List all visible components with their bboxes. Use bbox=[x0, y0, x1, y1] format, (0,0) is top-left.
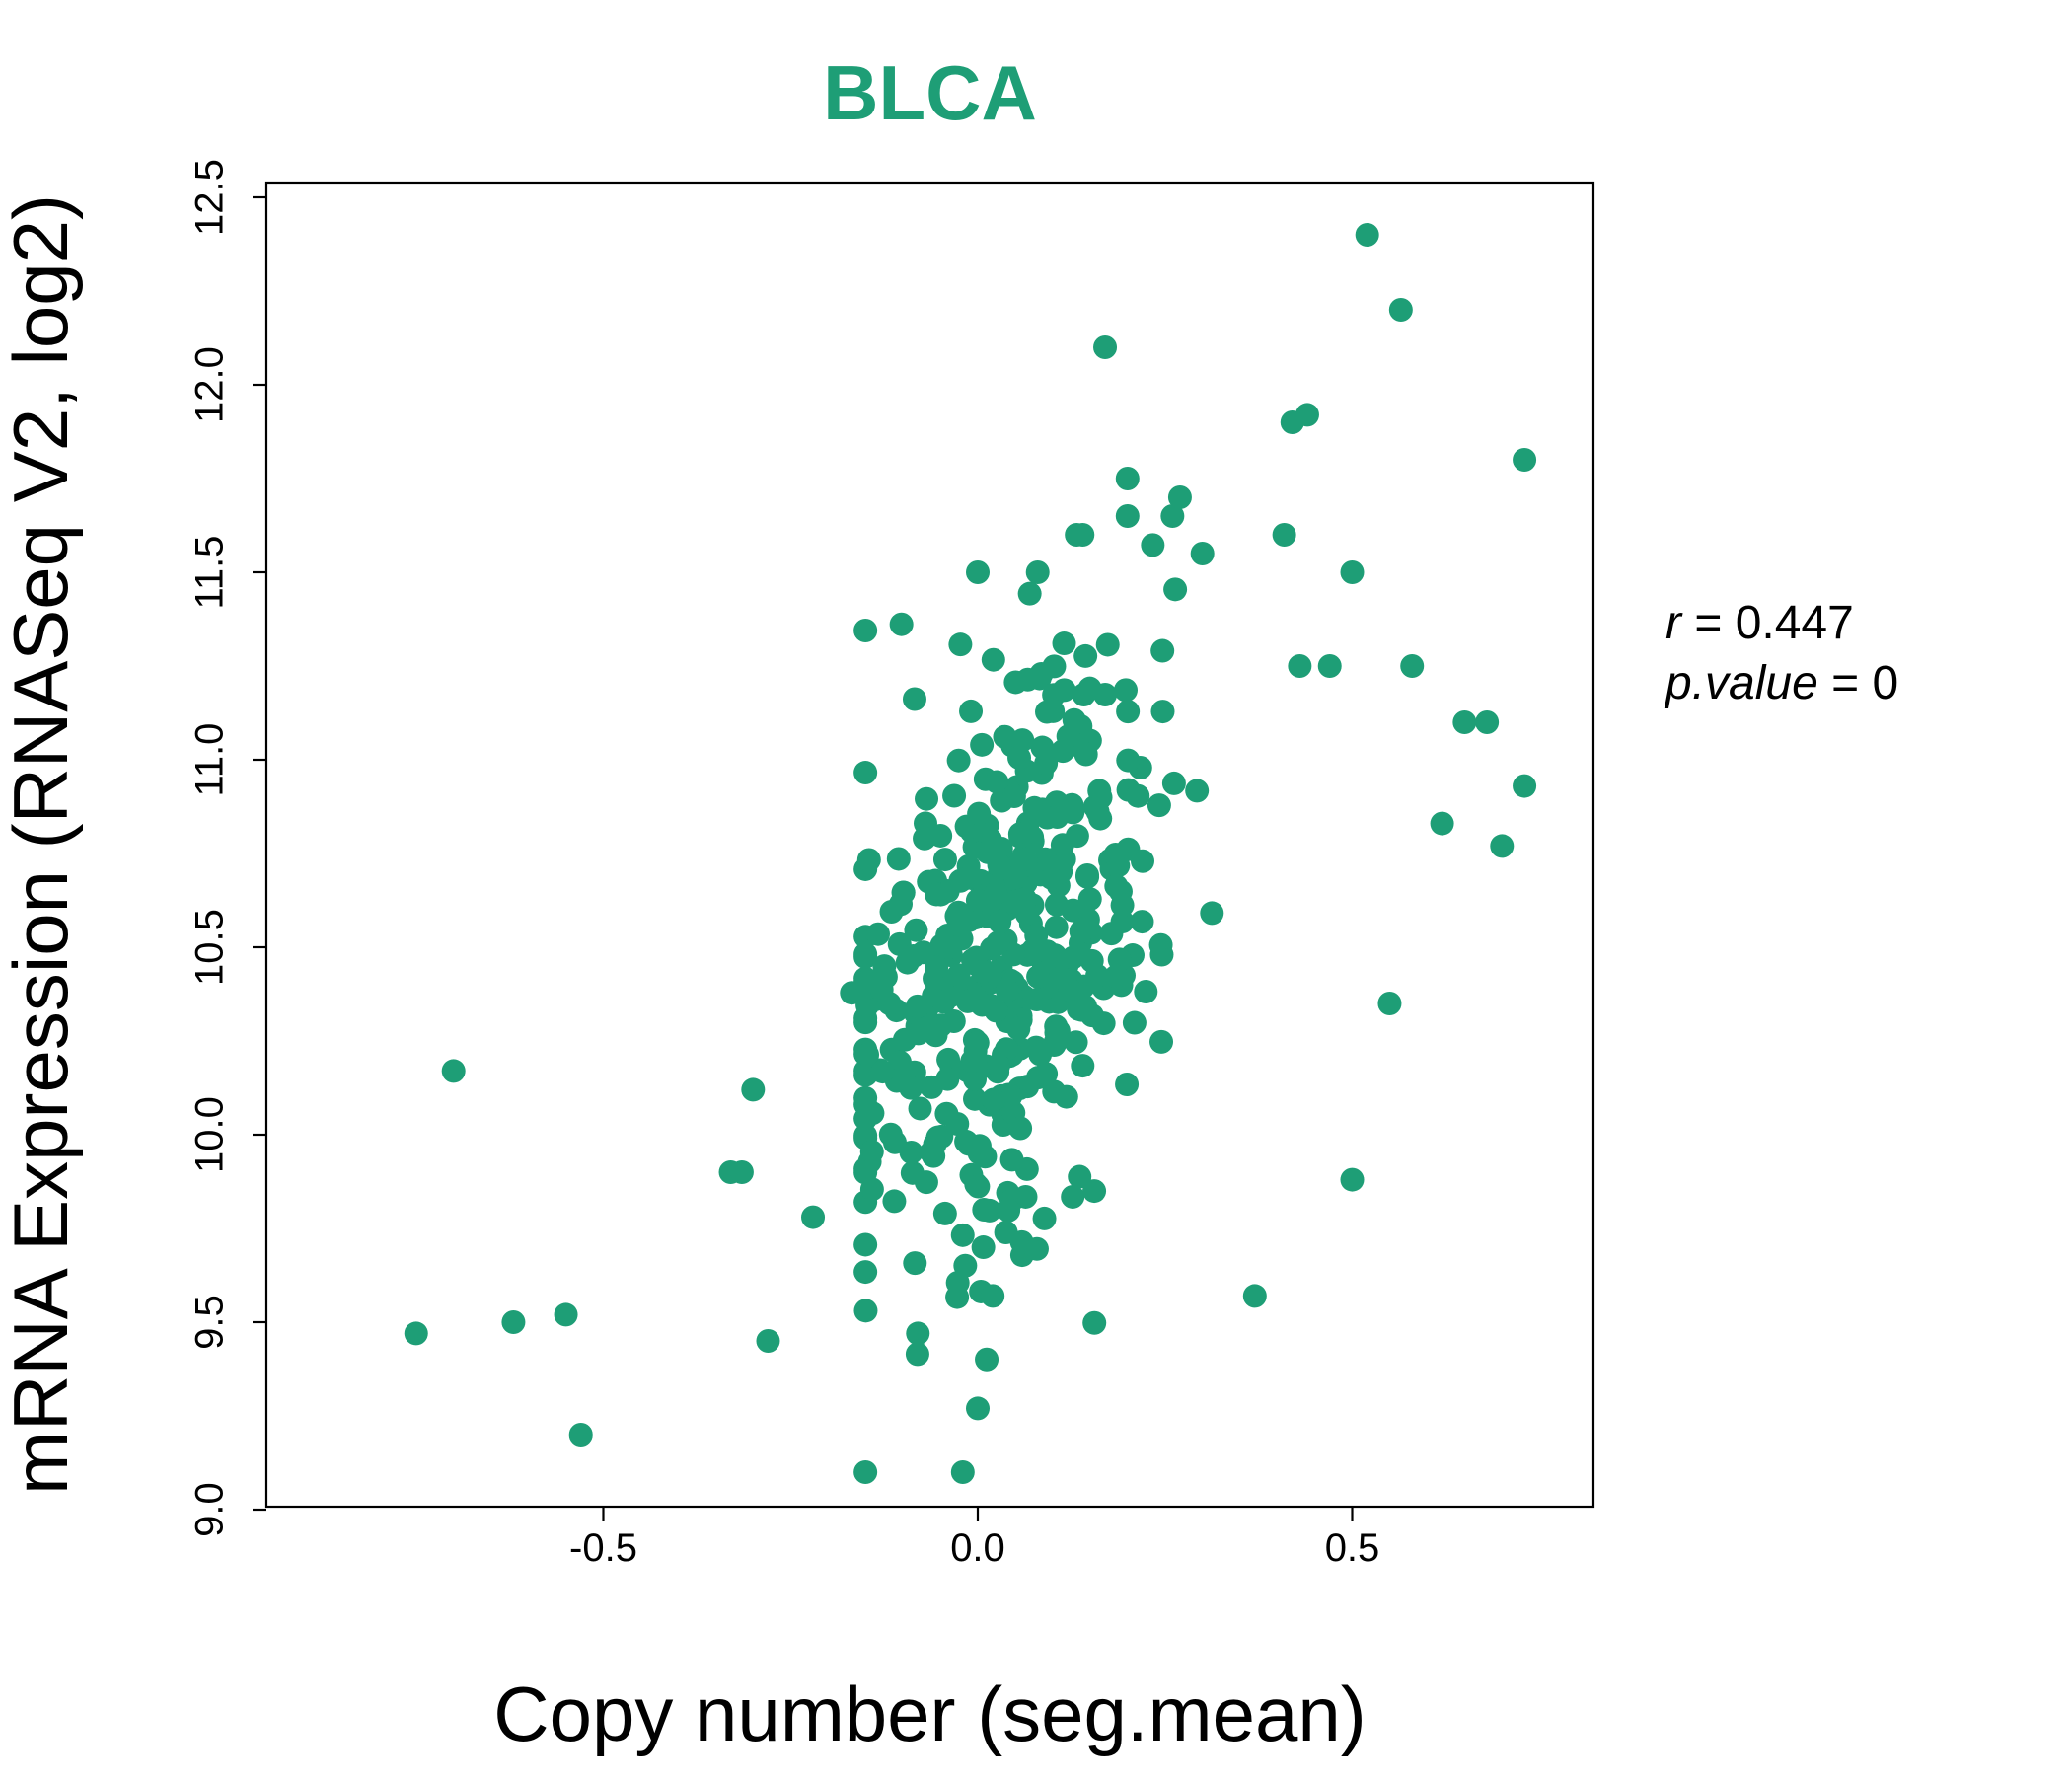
svg-text:p.value = 0: p.value = 0 bbox=[1664, 657, 1898, 709]
svg-text:9.0: 9.0 bbox=[188, 1482, 232, 1537]
svg-text:0.0: 0.0 bbox=[950, 1526, 1005, 1570]
svg-text:10.5: 10.5 bbox=[188, 909, 232, 986]
svg-text:Copy number (seg.mean): Copy number (seg.mean) bbox=[493, 1670, 1366, 1757]
svg-text:r = 0.447: r = 0.447 bbox=[1665, 597, 1854, 649]
svg-text:12.0: 12.0 bbox=[188, 346, 232, 423]
svg-text:11.5: 11.5 bbox=[188, 536, 232, 610]
svg-text:BLCA: BLCA bbox=[823, 49, 1037, 136]
svg-text:11.0: 11.0 bbox=[188, 723, 232, 797]
svg-text:-0.5: -0.5 bbox=[569, 1526, 637, 1570]
svg-text:10.0: 10.0 bbox=[188, 1096, 232, 1173]
svg-text:0.5: 0.5 bbox=[1325, 1526, 1380, 1570]
svg-text:9.5: 9.5 bbox=[188, 1295, 232, 1350]
svg-text:12.5: 12.5 bbox=[188, 159, 232, 236]
svg-text:mRNA Expression (RNASeq V2, lo: mRNA Expression (RNASeq V2, log2) bbox=[0, 194, 84, 1495]
